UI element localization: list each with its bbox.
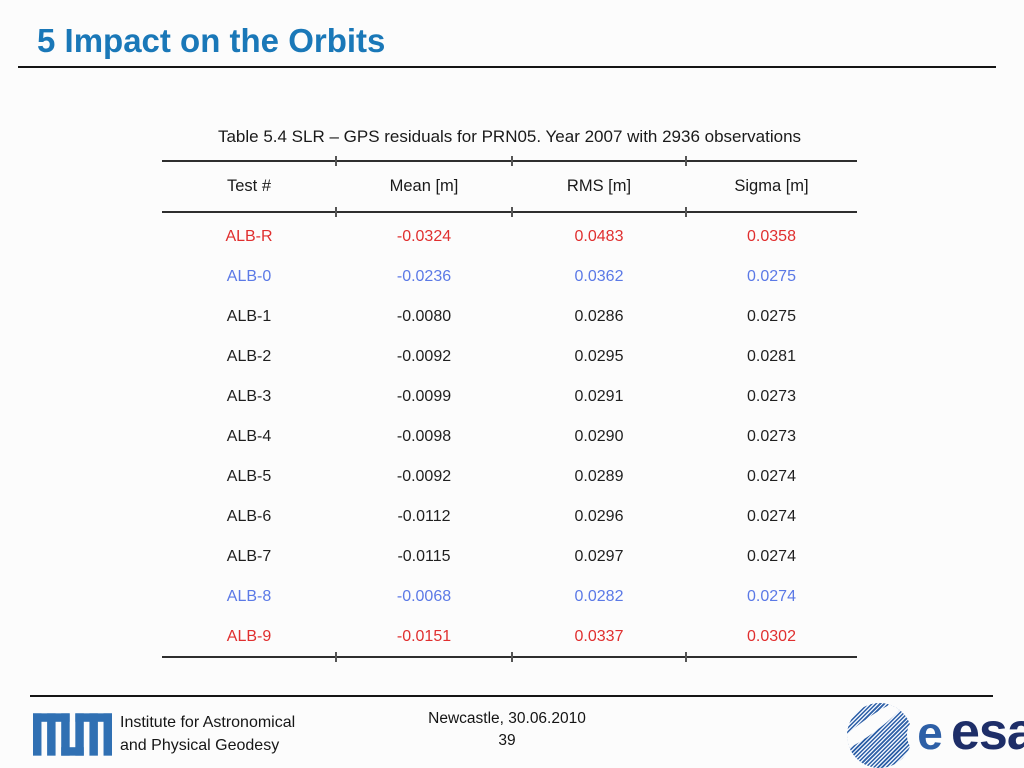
- table-row: ALB-6 -0.0112 0.0296 0.0274: [162, 497, 857, 537]
- column-tick: [511, 156, 513, 166]
- cell-mean: -0.0098: [396, 428, 452, 445]
- cell-sigma: 0.0281: [747, 348, 796, 365]
- cell-test: ALB-R: [225, 228, 273, 245]
- column-tick: [511, 652, 513, 662]
- table-row: ALB-R -0.0324 0.0483 0.0358: [162, 217, 857, 257]
- cell-test: ALB-6: [226, 508, 272, 525]
- cell-sigma: 0.0274: [747, 468, 796, 485]
- cell-rms: 0.0362: [574, 268, 624, 285]
- column-tick: [335, 207, 337, 217]
- table-rule-top: [162, 156, 857, 166]
- cell-mean: -0.0112: [397, 508, 451, 525]
- esa-globe-icon: [847, 703, 912, 768]
- tum-logo-icon: [33, 713, 112, 756]
- column-header-rms: RMS [m]: [566, 177, 632, 195]
- esa-star: [855, 732, 861, 738]
- page-title: 5 Impact on the Orbits: [37, 22, 386, 59]
- title-divider: [18, 66, 996, 68]
- cell-mean: -0.0092: [396, 468, 452, 485]
- cell-mean: -0.0080: [396, 308, 452, 325]
- cell-mean: -0.0151: [396, 628, 452, 645]
- cell-mean: -0.0068: [396, 588, 452, 605]
- table-row: ALB-7 -0.0115 0.0297 0.0274: [162, 537, 857, 577]
- table-body: ALB-R -0.0324 0.0483 0.0358 ALB-0 -0.023…: [162, 217, 857, 657]
- cell-test: ALB-0: [226, 268, 272, 285]
- cell-rms: 0.0286: [574, 308, 624, 325]
- cell-test: ALB-5: [226, 468, 272, 485]
- table-row: ALB-9 -0.0151 0.0337 0.0302: [162, 617, 857, 657]
- table-rule-bottom: [162, 652, 857, 662]
- cell-mean: -0.0092: [396, 348, 452, 365]
- column-header-test: Test #: [226, 177, 272, 195]
- institute-name: Institute for Astronomical and Physical …: [120, 711, 295, 757]
- cell-mean: -0.0099: [396, 388, 452, 405]
- cell-rms: 0.0295: [574, 348, 624, 365]
- cell-rms: 0.0291: [574, 388, 624, 405]
- cell-rms: 0.0337: [574, 628, 624, 645]
- column-tick: [335, 652, 337, 662]
- cell-rms: 0.0483: [574, 228, 624, 245]
- cell-test: ALB-7: [226, 548, 272, 565]
- cell-test: ALB-4: [226, 428, 272, 445]
- cell-test: ALB-2: [226, 348, 272, 365]
- table-row: ALB-4 -0.0098 0.0290 0.0273: [162, 417, 857, 457]
- institute-line2: and Physical Geodesy: [120, 737, 280, 754]
- cell-sigma: 0.0274: [747, 588, 796, 605]
- table-rule-header: [162, 207, 857, 217]
- esa-wordmark: esa: [951, 703, 1024, 761]
- location-date: Newcastle, 30.06.2010: [428, 710, 586, 727]
- column-header-sigma: Sigma [m]: [734, 177, 809, 195]
- cell-rms: 0.0282: [574, 588, 624, 605]
- cell-sigma: 0.0358: [747, 228, 796, 245]
- column-tick: [685, 156, 687, 166]
- column-tick: [685, 207, 687, 217]
- cell-mean: -0.0236: [396, 268, 452, 285]
- cell-test: ALB-1: [226, 308, 272, 325]
- table-row: ALB-8 -0.0068 0.0282 0.0274: [162, 577, 857, 617]
- cell-mean: -0.0324: [396, 228, 452, 245]
- cell-test: ALB-9: [226, 628, 272, 645]
- cell-rms: 0.0296: [574, 508, 624, 525]
- institute-line1: Institute for Astronomical: [120, 714, 296, 731]
- column-tick: [511, 207, 513, 217]
- table-row: ALB-2 -0.0092 0.0295 0.0281: [162, 337, 857, 377]
- cell-sigma: 0.0274: [747, 508, 796, 525]
- column-tick: [335, 156, 337, 166]
- table-row: ALB-3 -0.0099 0.0291 0.0273: [162, 377, 857, 417]
- cell-sigma: 0.0275: [747, 268, 796, 285]
- table-caption: Table 5.4 SLR – GPS residuals for PRN05.…: [217, 127, 802, 146]
- cell-sigma: 0.0273: [747, 388, 796, 405]
- esa-e-icon: e: [907, 710, 953, 758]
- footer-center: Newcastle, 30.06.2010 39: [362, 708, 652, 752]
- cell-rms: 0.0289: [574, 468, 624, 485]
- cell-test: ALB-8: [226, 588, 272, 605]
- table-row: ALB-0 -0.0236 0.0362 0.0275: [162, 257, 857, 297]
- cell-sigma: 0.0302: [747, 628, 796, 645]
- esa-swoosh: [847, 703, 910, 759]
- table-header-row: Test # Mean [m] RMS [m] Sigma [m]: [162, 162, 857, 211]
- cell-sigma: 0.0274: [747, 548, 796, 565]
- footer-divider: [30, 695, 993, 697]
- page-number: 39: [498, 732, 516, 749]
- column-header-mean: Mean [m]: [389, 177, 459, 195]
- table-row: ALB-5 -0.0092 0.0289 0.0274: [162, 457, 857, 497]
- cell-test: ALB-3: [226, 388, 272, 405]
- cell-rms: 0.0297: [574, 548, 624, 565]
- table-row: ALB-1 -0.0080 0.0286 0.0275: [162, 297, 857, 337]
- cell-sigma: 0.0275: [747, 308, 796, 325]
- column-tick: [685, 652, 687, 662]
- cell-rms: 0.0290: [574, 428, 624, 445]
- cell-mean: -0.0115: [397, 548, 451, 565]
- cell-sigma: 0.0273: [747, 428, 796, 445]
